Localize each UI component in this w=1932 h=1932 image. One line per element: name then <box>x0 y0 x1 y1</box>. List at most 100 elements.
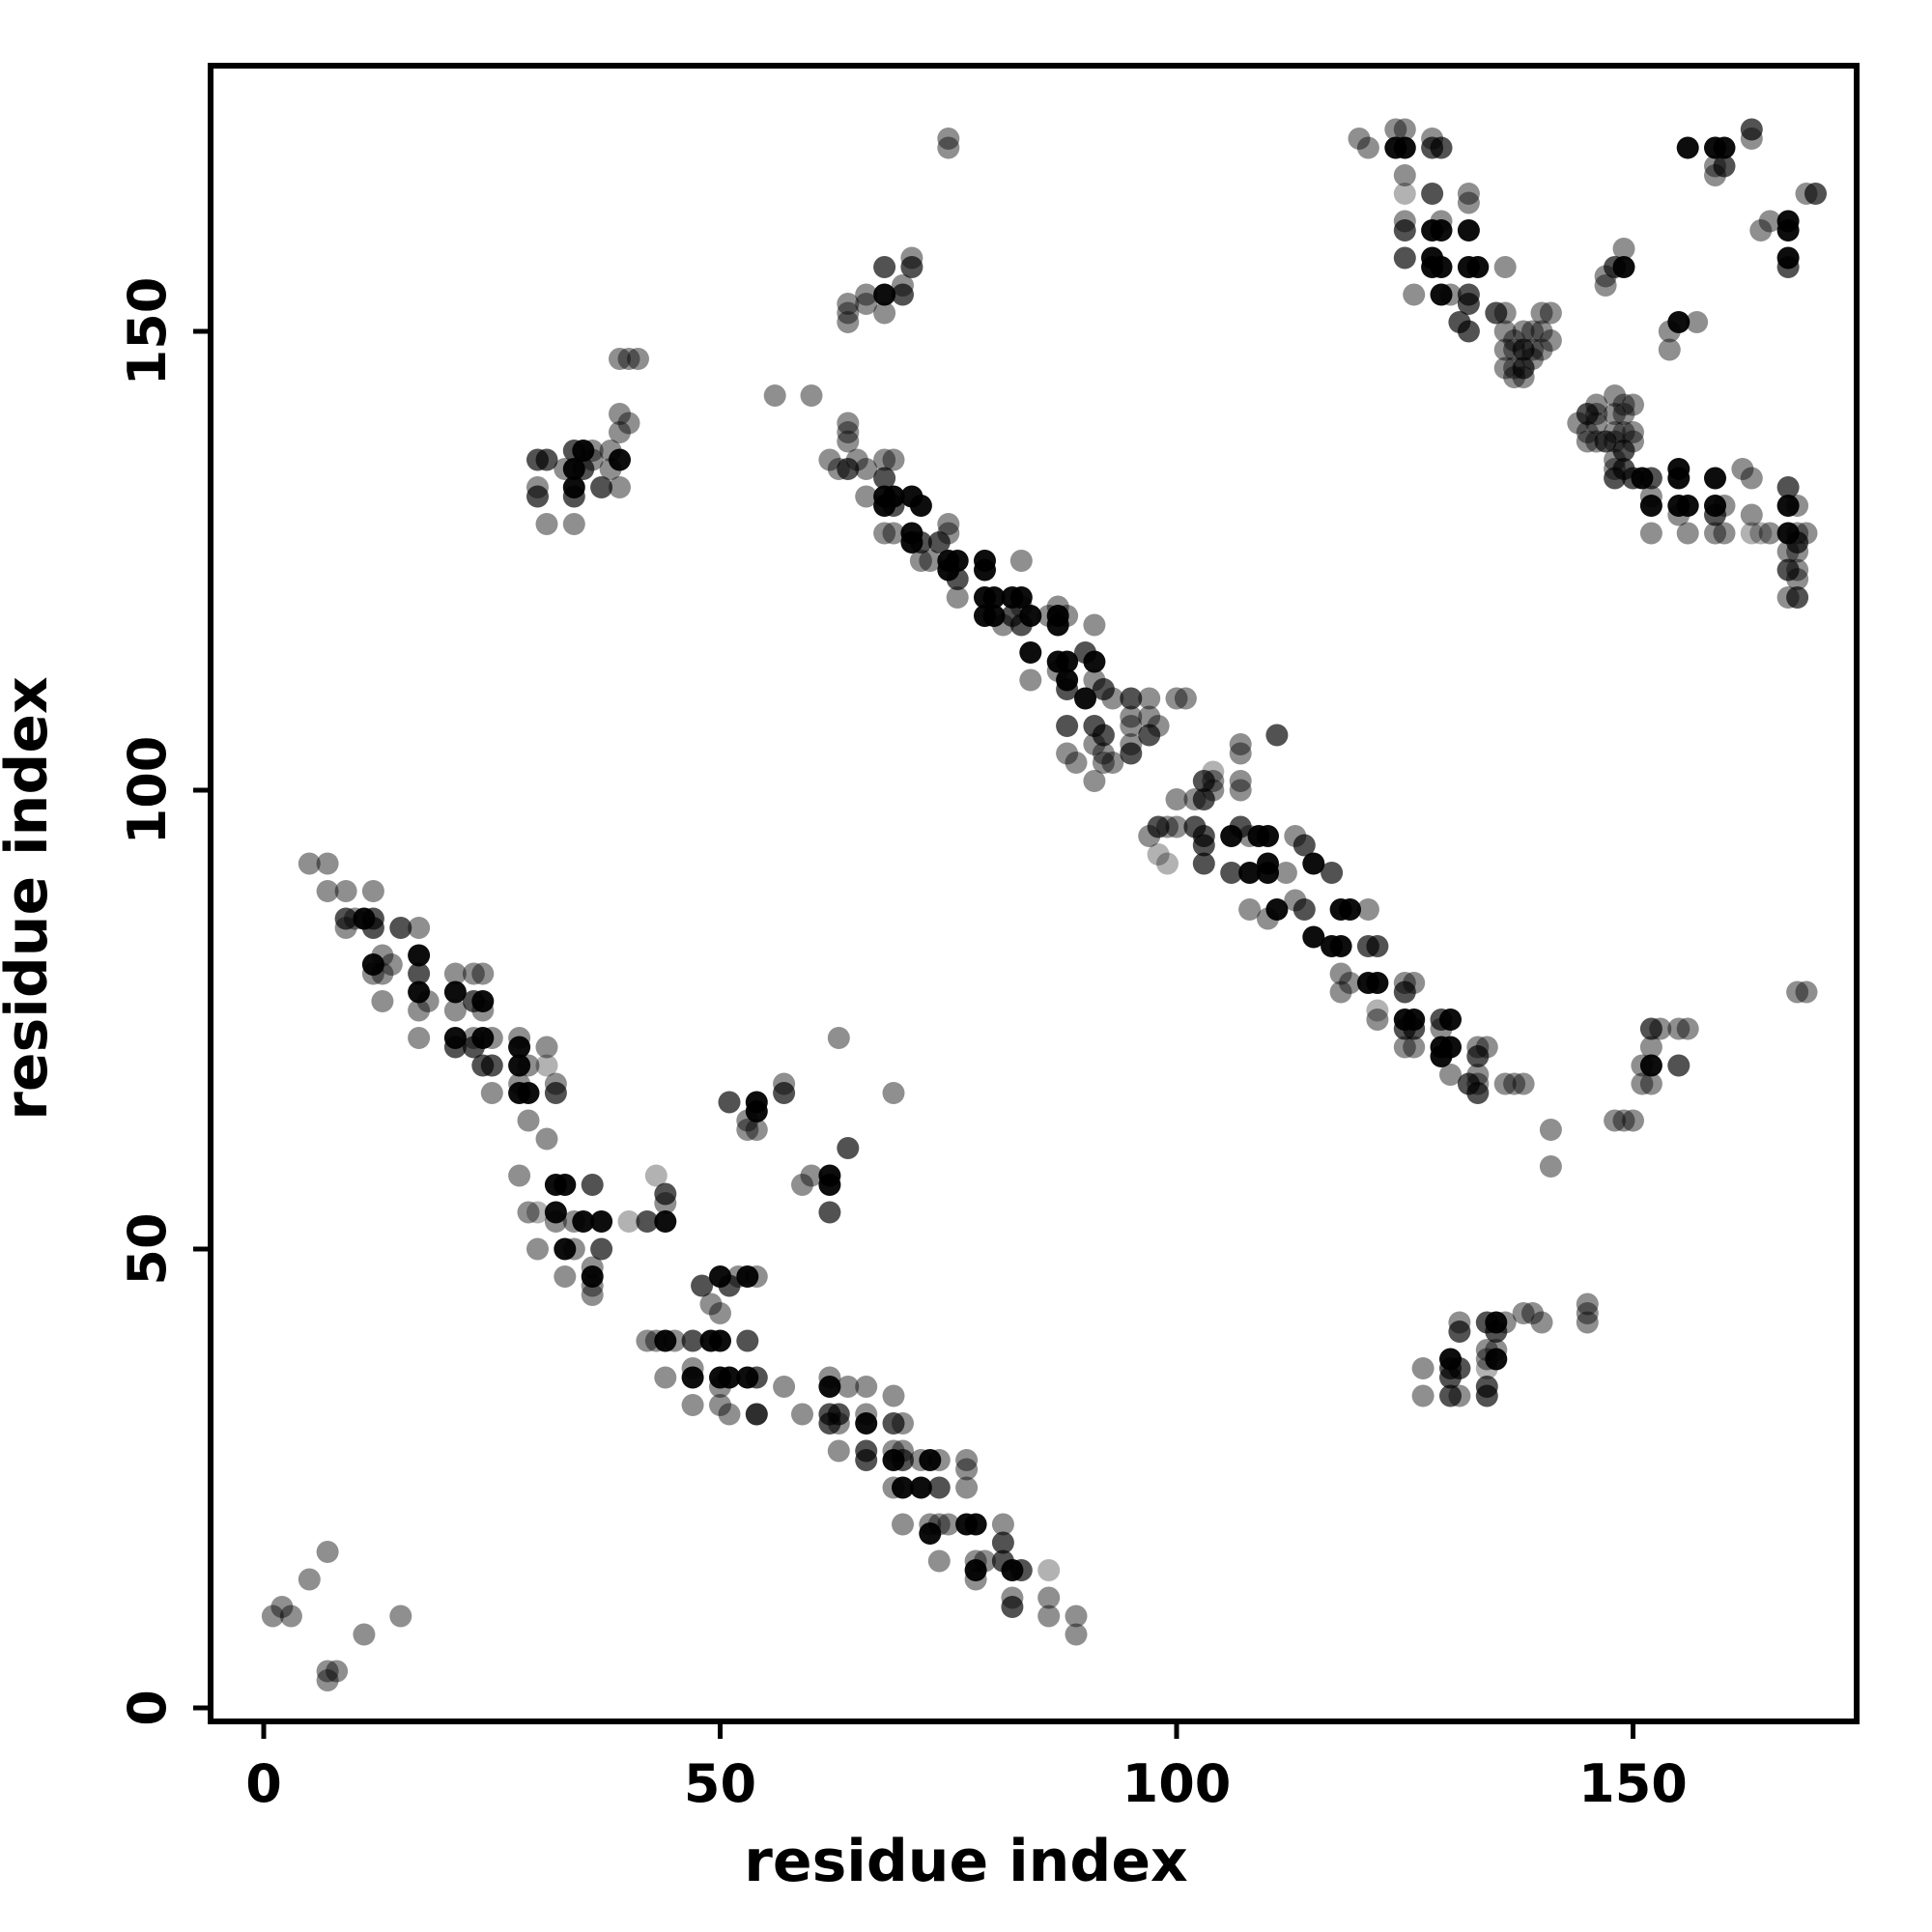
data-point <box>279 1605 302 1628</box>
data-point <box>1001 1596 1024 1618</box>
data-point <box>1366 1009 1389 1031</box>
data-point <box>1676 522 1699 545</box>
data-point <box>581 448 604 471</box>
data-point <box>1037 1586 1061 1609</box>
plot-panel <box>211 66 1857 1721</box>
data-point <box>681 1394 704 1416</box>
data-point <box>617 412 640 435</box>
data-point <box>873 467 896 490</box>
data-point <box>1667 1054 1690 1077</box>
data-point <box>353 1623 376 1646</box>
data-point <box>1092 742 1115 765</box>
data-point <box>1293 898 1316 921</box>
data-point <box>855 1449 878 1471</box>
data-point <box>1430 283 1453 306</box>
data-point <box>1165 788 1188 810</box>
data-point <box>937 128 960 150</box>
data-point <box>1448 1357 1471 1379</box>
data-point <box>1220 862 1243 884</box>
data-point <box>873 301 896 325</box>
data-point <box>882 1384 905 1407</box>
data-point <box>919 1449 942 1471</box>
data-point <box>855 458 878 480</box>
data-point <box>1503 366 1526 388</box>
data-point <box>882 522 905 545</box>
data-point <box>562 485 585 508</box>
data-point <box>1156 852 1179 875</box>
data-point <box>535 1036 558 1059</box>
data-point <box>1257 825 1279 847</box>
data-point <box>1329 980 1352 1004</box>
data-point <box>1457 219 1480 242</box>
data-point <box>408 1027 431 1049</box>
data-point <box>1749 522 1773 545</box>
data-point <box>1439 283 1462 306</box>
data-point <box>991 1531 1014 1554</box>
data-point <box>681 1366 704 1389</box>
y-tick-label: 0 <box>117 1690 178 1726</box>
data-point <box>736 1329 759 1352</box>
data-point <box>1466 256 1490 278</box>
data-point <box>1293 834 1316 857</box>
data-point <box>892 1513 914 1536</box>
data-point <box>526 485 549 508</box>
data-point <box>1576 1293 1599 1316</box>
data-point <box>1740 522 1763 545</box>
data-point <box>554 1174 577 1196</box>
data-point <box>1786 980 1809 1004</box>
data-point <box>1393 219 1416 242</box>
data-point <box>644 1164 668 1187</box>
data-point <box>617 1210 640 1233</box>
data-point <box>1639 522 1662 545</box>
data-point <box>937 513 960 535</box>
data-point <box>1165 687 1188 710</box>
data-point <box>718 1091 741 1114</box>
data-point <box>1384 118 1407 141</box>
data-point <box>1257 862 1279 884</box>
data-point <box>471 990 495 1012</box>
x-axis-title: residue index <box>744 1828 1188 1895</box>
data-point <box>1265 724 1289 747</box>
data-point <box>1475 1384 1498 1407</box>
data-point <box>1421 183 1444 205</box>
data-point <box>718 1403 741 1426</box>
data-point <box>544 1210 567 1233</box>
data-point <box>1704 503 1726 526</box>
data-point <box>927 1513 951 1536</box>
data-point <box>1512 356 1535 380</box>
data-point <box>1795 980 1818 1004</box>
data-point <box>526 1237 549 1261</box>
data-point <box>316 1660 339 1683</box>
data-point <box>1009 586 1033 609</box>
data-point <box>1612 421 1635 443</box>
data-point <box>1229 815 1252 838</box>
data-point <box>1120 687 1143 710</box>
data-point <box>1804 183 1827 205</box>
data-point <box>654 1210 677 1233</box>
data-point <box>1430 1017 1453 1040</box>
y-tick-label: 150 <box>117 277 178 386</box>
data-point <box>909 550 932 572</box>
data-point <box>1740 128 1763 150</box>
data-point <box>654 1329 677 1352</box>
data-point <box>1521 348 1544 370</box>
data-point <box>572 440 595 462</box>
data-point <box>1065 1623 1088 1646</box>
data-point <box>371 962 394 985</box>
data-point <box>1138 687 1161 710</box>
data-point <box>1393 980 1416 1004</box>
data-point <box>1411 1357 1435 1379</box>
data-point <box>1639 495 1662 517</box>
data-point <box>1786 531 1809 554</box>
data-point <box>1138 705 1161 728</box>
data-point <box>964 1513 987 1536</box>
data-point <box>1083 613 1106 637</box>
data-point <box>1749 219 1773 242</box>
data-point <box>909 495 932 517</box>
data-point <box>709 1376 731 1398</box>
data-point <box>1457 320 1480 343</box>
data-point <box>1530 1311 1553 1334</box>
data-point <box>1758 210 1781 233</box>
data-point <box>1740 503 1763 526</box>
